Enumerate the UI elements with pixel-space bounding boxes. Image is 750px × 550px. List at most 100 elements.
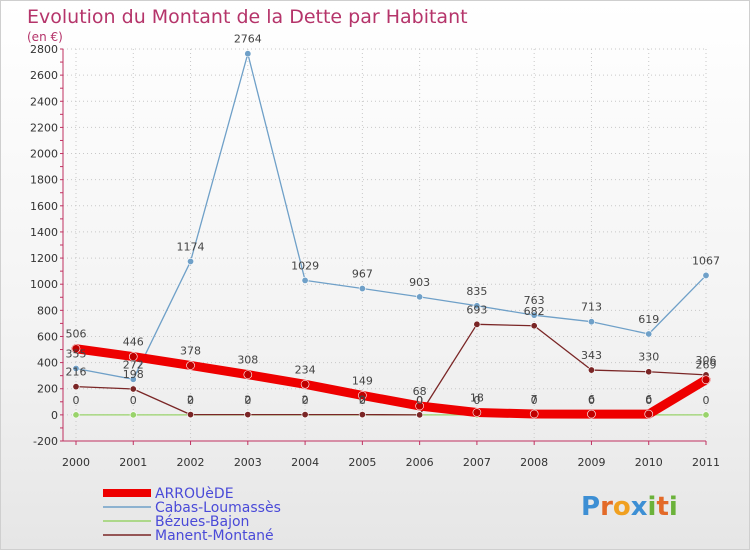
data-point <box>358 285 366 293</box>
data-label: 234 <box>295 363 316 376</box>
data-label: 0 <box>416 394 423 407</box>
data-point <box>587 366 595 374</box>
x-tick-label: 2007 <box>463 456 491 469</box>
data-point <box>129 411 137 419</box>
y-tick-label: 1200 <box>30 252 58 265</box>
data-label: 0 <box>187 394 194 407</box>
data-point <box>301 276 309 284</box>
y-tick-label: 1000 <box>30 278 58 291</box>
proxiti-logo: Proxiti <box>581 492 678 522</box>
axes: -200020040060080010001200140016001800200… <box>30 43 720 469</box>
data-label: 0 <box>73 394 80 407</box>
data-label: 343 <box>581 349 602 362</box>
data-label: 18 <box>470 392 484 405</box>
legend-label: ARROUèDE <box>155 486 234 502</box>
series-lines <box>71 50 711 419</box>
data-point <box>72 383 80 391</box>
data-point <box>128 352 138 361</box>
y-tick-label: 400 <box>37 357 58 370</box>
series-1 <box>72 50 710 383</box>
data-label: 0 <box>473 394 480 407</box>
y-tick-label: 600 <box>37 330 58 343</box>
data-label: 1029 <box>291 259 319 272</box>
y-tick-label: 2000 <box>30 148 58 161</box>
data-point <box>71 344 81 354</box>
data-point <box>243 370 253 379</box>
data-label: 68 <box>413 385 427 398</box>
x-tick-label: 2003 <box>234 456 262 469</box>
data-point <box>702 411 710 419</box>
data-label: 198 <box>123 368 144 381</box>
data-label: 0 <box>416 394 423 407</box>
data-label: 378 <box>180 344 201 357</box>
x-tick-label: 2005 <box>348 456 376 469</box>
x-tick-label: 2008 <box>520 456 548 469</box>
logo-letter: x <box>631 492 648 522</box>
data-label: 763 <box>524 294 545 307</box>
data-point <box>530 311 538 319</box>
data-label: 306 <box>696 354 717 367</box>
data-point <box>129 375 137 383</box>
data-point <box>186 361 195 370</box>
data-point <box>473 302 481 310</box>
data-label: 903 <box>409 276 430 289</box>
data-point <box>301 411 309 419</box>
data-point <box>416 293 424 301</box>
logo-letter: o <box>613 492 631 522</box>
data-label: 0 <box>302 394 309 407</box>
chart-title: Evolution du Montant de la Dette par Hab… <box>27 6 468 28</box>
grid <box>63 48 707 442</box>
data-point <box>702 271 710 279</box>
data-label: 0 <box>244 394 251 407</box>
data-point <box>529 409 539 419</box>
data-label: 2764 <box>234 33 262 46</box>
data-label: 2 <box>187 394 194 407</box>
data-label: 0 <box>130 394 137 407</box>
data-label: 619 <box>638 313 659 326</box>
data-point <box>416 411 424 419</box>
chart-subtitle: (en €) <box>27 30 63 44</box>
data-point <box>473 320 481 328</box>
data-label: 506 <box>66 328 87 341</box>
y-tick-label: 0 <box>51 409 58 422</box>
x-tick-label: 2011 <box>692 456 720 469</box>
data-point <box>72 364 80 372</box>
logo-letter: r <box>600 492 613 522</box>
data-point <box>645 330 653 338</box>
y-tick-label: 2400 <box>30 95 58 108</box>
legend-label: Bézues-Bajon <box>155 514 249 530</box>
x-tick-label: 2009 <box>577 456 605 469</box>
data-label: 149 <box>352 374 373 387</box>
data-point <box>187 257 195 265</box>
data-point <box>587 409 596 419</box>
data-point <box>244 411 252 419</box>
data-label: 0 <box>645 394 652 407</box>
logo-letter: i <box>648 492 657 522</box>
data-label: 0 <box>531 394 538 407</box>
logo-letter: P <box>581 492 600 522</box>
data-label: 0 <box>359 394 366 407</box>
logo-letter: t <box>656 492 668 522</box>
logo-text: Proxiti <box>581 492 678 522</box>
data-point <box>530 322 538 330</box>
data-label: 682 <box>524 305 545 318</box>
data-label: 330 <box>638 351 659 364</box>
data-point <box>587 318 595 326</box>
data-point <box>300 379 310 389</box>
data-label: 693 <box>466 303 487 316</box>
data-point <box>644 409 654 419</box>
series-0 <box>71 344 711 419</box>
data-label: 2 <box>359 394 366 407</box>
data-label: 355 <box>66 347 87 360</box>
data-label: 6 <box>588 393 595 406</box>
logo-letter: i <box>669 492 678 522</box>
data-point <box>129 385 137 393</box>
legend-label: Cabas-Loumassès <box>155 500 281 516</box>
x-tick-label: 2001 <box>119 456 147 469</box>
data-point <box>415 401 424 411</box>
y-tick-label: 800 <box>37 304 58 317</box>
x-tick-label: 2010 <box>635 456 663 469</box>
y-tick-label: 2800 <box>30 43 58 56</box>
